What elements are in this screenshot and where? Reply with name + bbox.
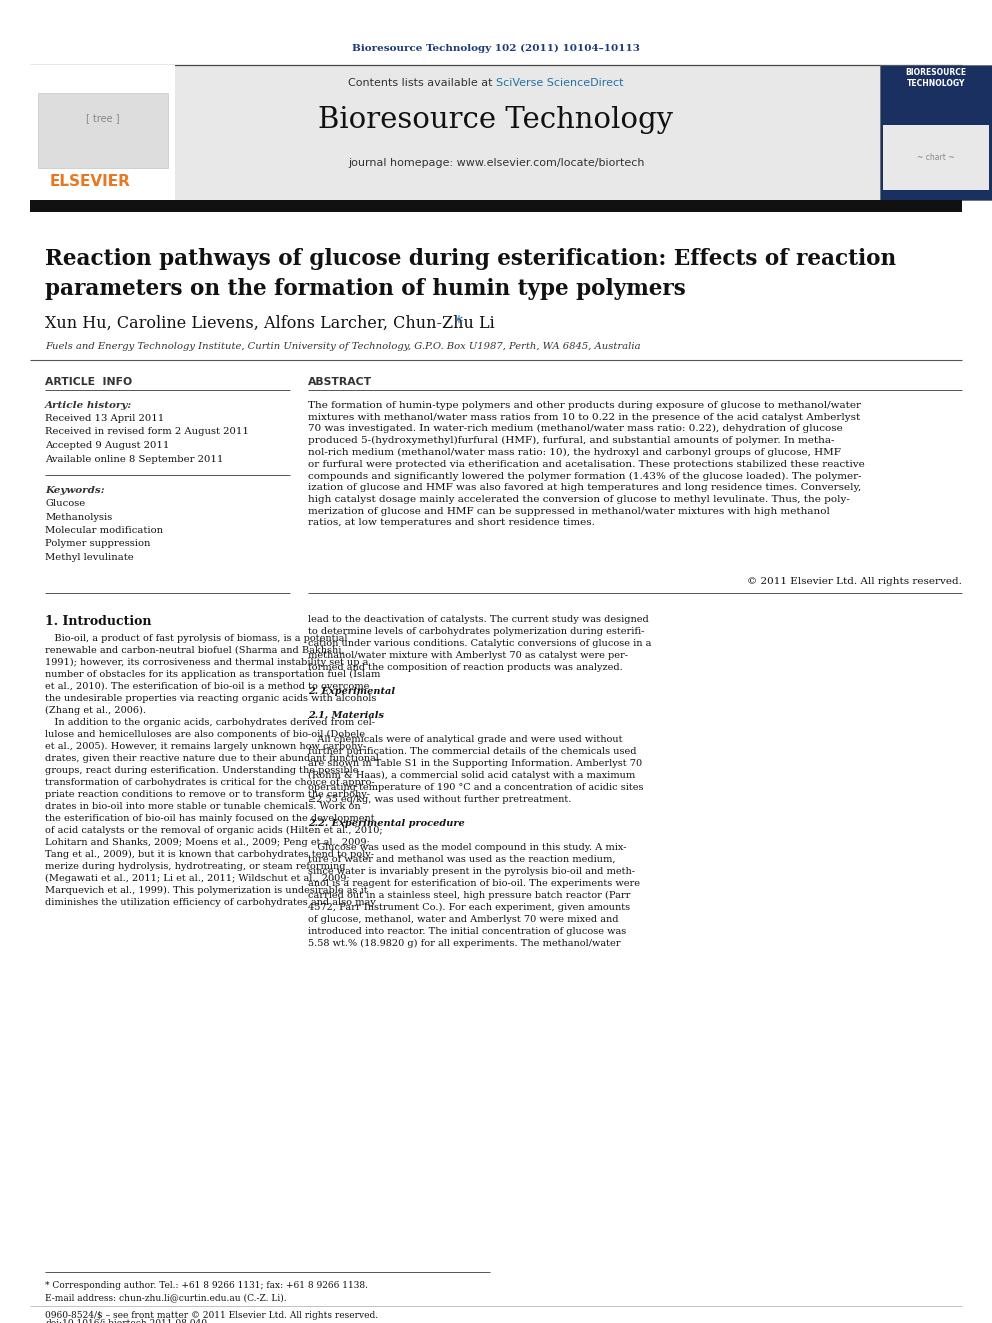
Text: the undesirable properties via reacting organic acids with alcohols: the undesirable properties via reacting …: [45, 695, 376, 703]
Text: to determine levels of carbohydrates polymerization during esterifi-: to determine levels of carbohydrates pol…: [308, 627, 645, 636]
Text: Tang et al., 2009), but it is known that carbohydrates tend to poly-: Tang et al., 2009), but it is known that…: [45, 849, 374, 859]
Text: 1991); however, its corrosiveness and thermal instability set up a: 1991); however, its corrosiveness and th…: [45, 658, 368, 667]
Bar: [30, 200, 962, 212]
Text: operating temperature of 190 °C and a concentration of acidic sites: operating temperature of 190 °C and a co…: [308, 783, 644, 792]
Text: 2. Experimental: 2. Experimental: [308, 687, 395, 696]
Text: ARTICLE  INFO: ARTICLE INFO: [45, 377, 132, 388]
Text: SciVerse ScienceDirect: SciVerse ScienceDirect: [496, 78, 624, 89]
Text: In addition to the organic acids, carbohydrates derived from cel-: In addition to the organic acids, carboh…: [45, 718, 375, 728]
Text: © 2011 Elsevier Ltd. All rights reserved.: © 2011 Elsevier Ltd. All rights reserved…: [747, 577, 962, 586]
Text: priate reaction conditions to remove or to transform the carbohy-: priate reaction conditions to remove or …: [45, 790, 370, 799]
Text: (Zhang et al., 2006).: (Zhang et al., 2006).: [45, 706, 146, 716]
Text: journal homepage: www.elsevier.com/locate/biortech: journal homepage: www.elsevier.com/locat…: [348, 157, 644, 168]
Text: Marquevich et al., 1999). This polymerization is undesirable as it: Marquevich et al., 1999). This polymeriz…: [45, 886, 368, 896]
Text: Molecular modification: Molecular modification: [45, 527, 163, 534]
Text: ture of water and methanol was used as the reaction medium,: ture of water and methanol was used as t…: [308, 855, 615, 864]
Text: of acid catalysts or the removal of organic acids (Hilten et al., 2010;: of acid catalysts or the removal of orga…: [45, 826, 383, 835]
Text: Glucose was used as the model compound in this study. A mix-: Glucose was used as the model compound i…: [308, 843, 627, 852]
Text: Fuels and Energy Technology Institute, Curtin University of Technology, G.P.O. B: Fuels and Energy Technology Institute, C…: [45, 343, 641, 351]
Text: 0960-8524/$ – see front matter © 2011 Elsevier Ltd. All rights reserved.: 0960-8524/$ – see front matter © 2011 El…: [45, 1311, 378, 1320]
Text: anol is a reagent for esterification of bio-oil. The experiments were: anol is a reagent for esterification of …: [308, 878, 640, 888]
Text: transformation of carbohydrates is critical for the choice of appro-: transformation of carbohydrates is criti…: [45, 778, 375, 787]
Text: [ tree ]: [ tree ]: [86, 112, 120, 123]
Text: carried out in a stainless steel, high pressure batch reactor (Parr: carried out in a stainless steel, high p…: [308, 890, 630, 900]
Text: et al., 2010). The esterification of bio-oil is a method to overcome: et al., 2010). The esterification of bio…: [45, 681, 369, 691]
Text: ~ chart ~: ~ chart ~: [918, 153, 955, 163]
Text: Lohitarn and Shanks, 2009; Moens et al., 2009; Peng et al., 2009;: Lohitarn and Shanks, 2009; Moens et al.,…: [45, 837, 370, 847]
Text: ABSTRACT: ABSTRACT: [308, 377, 372, 388]
Text: (Rohm & Haas), a commercial solid acid catalyst with a maximum: (Rohm & Haas), a commercial solid acid c…: [308, 771, 635, 781]
Text: the esterification of bio-oil has mainly focused on the development: the esterification of bio-oil has mainly…: [45, 814, 375, 823]
Text: ELSEVIER: ELSEVIER: [50, 175, 130, 189]
Text: Bioresource Technology 102 (2011) 10104–10113: Bioresource Technology 102 (2011) 10104–…: [352, 44, 640, 53]
Text: 4572, Parr Instrument Co.). For each experiment, given amounts: 4572, Parr Instrument Co.). For each exp…: [308, 904, 630, 912]
Text: Xun Hu, Caroline Lievens, Alfons Larcher, Chun-Zhu Li: Xun Hu, Caroline Lievens, Alfons Larcher…: [45, 315, 495, 332]
Text: Received in revised form 2 August 2011: Received in revised form 2 August 2011: [45, 427, 249, 437]
Bar: [880, 65, 992, 200]
Text: Keywords:: Keywords:: [45, 486, 104, 495]
Text: Bioresource Technology: Bioresource Technology: [318, 106, 674, 134]
Text: E-mail address: chun-zhu.li@curtin.edu.au (C.-Z. Li).: E-mail address: chun-zhu.li@curtin.edu.a…: [45, 1293, 287, 1302]
Text: Bio-oil, a product of fast pyrolysis of biomass, is a potential: Bio-oil, a product of fast pyrolysis of …: [45, 634, 347, 643]
Text: BIORESOURCE
TECHNOLOGY: BIORESOURCE TECHNOLOGY: [906, 67, 966, 89]
Text: Methyl levulinate: Methyl levulinate: [45, 553, 134, 562]
Text: lead to the deactivation of catalysts. The current study was designed: lead to the deactivation of catalysts. T…: [308, 615, 649, 624]
Text: of glucose, methanol, water and Amberlyst 70 were mixed and: of glucose, methanol, water and Amberlys…: [308, 916, 618, 923]
Text: methanol/water mixture with Amberlyst 70 as catalyst were per-: methanol/water mixture with Amberlyst 70…: [308, 651, 628, 660]
Text: lulose and hemicelluloses are also components of bio-oil (Dobele: lulose and hemicelluloses are also compo…: [45, 730, 365, 740]
Text: drates, given their reactive nature due to their abundant functional: drates, given their reactive nature due …: [45, 754, 379, 763]
Text: further purification. The commercial details of the chemicals used: further purification. The commercial det…: [308, 747, 637, 755]
Bar: [883, 124, 989, 191]
Text: are shown in Table S1 in the Supporting Information. Amberlyst 70: are shown in Table S1 in the Supporting …: [308, 759, 642, 767]
Text: Received 13 April 2011: Received 13 April 2011: [45, 414, 165, 423]
Text: Available online 8 September 2011: Available online 8 September 2011: [45, 455, 223, 463]
Bar: [30, 65, 962, 200]
Text: *: *: [455, 315, 463, 332]
Text: ≥2.55 eq/kg, was used without further pretreatment.: ≥2.55 eq/kg, was used without further pr…: [308, 795, 571, 804]
Text: Methanolysis: Methanolysis: [45, 512, 112, 521]
Text: cation under various conditions. Catalytic conversions of glucose in a: cation under various conditions. Catalyt…: [308, 639, 652, 648]
Bar: [30, 65, 175, 200]
Text: Article history:: Article history:: [45, 401, 132, 410]
Text: The formation of humin-type polymers and other products during exposure of gluco: The formation of humin-type polymers and…: [308, 401, 865, 528]
Text: Accepted 9 August 2011: Accepted 9 August 2011: [45, 441, 170, 450]
Text: since water is invariably present in the pyrolysis bio-oil and meth-: since water is invariably present in the…: [308, 867, 635, 876]
Text: merize during hydrolysis, hydrotreating, or steam reforming: merize during hydrolysis, hydrotreating,…: [45, 863, 345, 871]
Text: (Megawati et al., 2011; Li et al., 2011; Wildschut et al., 2009;: (Megawati et al., 2011; Li et al., 2011;…: [45, 875, 349, 884]
Text: Glucose: Glucose: [45, 499, 85, 508]
Text: et al., 2005). However, it remains largely unknown how carbohy-: et al., 2005). However, it remains large…: [45, 742, 366, 751]
Text: doi:10.1016/j.biortech.2011.08.040: doi:10.1016/j.biortech.2011.08.040: [45, 1319, 207, 1323]
Text: All chemicals were of analytical grade and were used without: All chemicals were of analytical grade a…: [308, 736, 623, 744]
Text: renewable and carbon-neutral biofuel (Sharma and Bakhshi,: renewable and carbon-neutral biofuel (Sh…: [45, 646, 344, 655]
Text: drates in bio-oil into more stable or tunable chemicals. Work on: drates in bio-oil into more stable or tu…: [45, 802, 361, 811]
Text: Reaction pathways of glucose during esterification: Effects of reaction
paramete: Reaction pathways of glucose during este…: [45, 247, 896, 299]
Text: Contents lists available at: Contents lists available at: [348, 78, 496, 89]
Text: Polymer suppression: Polymer suppression: [45, 540, 151, 549]
Text: 5.58 wt.% (18.9820 g) for all experiments. The methanol/water: 5.58 wt.% (18.9820 g) for all experiment…: [308, 939, 621, 949]
Text: 2.1. Materials: 2.1. Materials: [308, 710, 384, 720]
Text: 2.2. Experimental procedure: 2.2. Experimental procedure: [308, 819, 464, 828]
Text: groups, react during esterification. Understanding the possible: groups, react during esterification. Und…: [45, 766, 358, 775]
Text: number of obstacles for its application as transportation fuel (Islam: number of obstacles for its application …: [45, 669, 380, 679]
Text: introduced into reactor. The initial concentration of glucose was: introduced into reactor. The initial con…: [308, 927, 626, 935]
Text: diminishes the utilization efficiency of carbohydrates and also may: diminishes the utilization efficiency of…: [45, 898, 376, 908]
Text: * Corresponding author. Tel.: +61 8 9266 1131; fax: +61 8 9266 1138.: * Corresponding author. Tel.: +61 8 9266…: [45, 1281, 368, 1290]
Text: formed and the composition of reaction products was analyzed.: formed and the composition of reaction p…: [308, 663, 623, 672]
Bar: [38, 93, 168, 168]
Text: 1. Introduction: 1. Introduction: [45, 615, 152, 628]
